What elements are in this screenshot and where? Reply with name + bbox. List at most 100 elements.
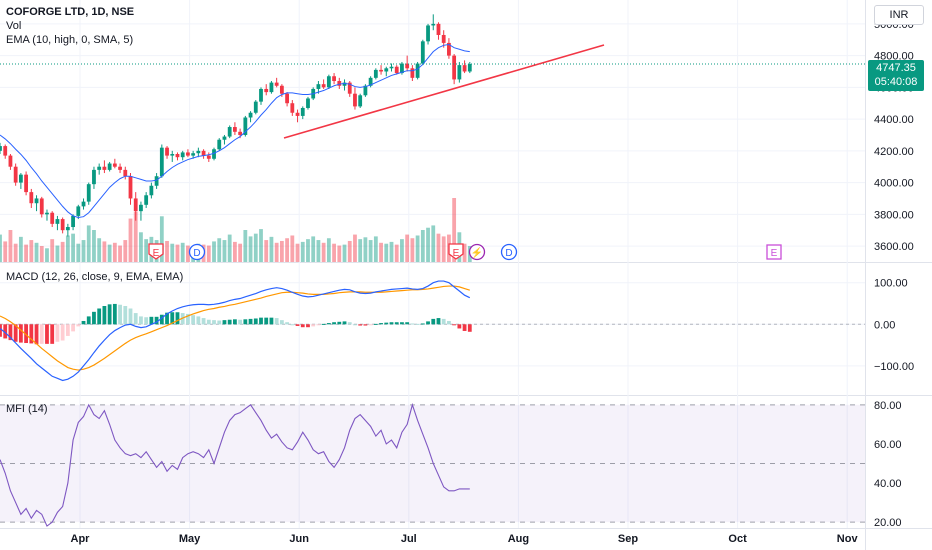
macd-histogram-bar — [259, 317, 263, 325]
volume-bar — [159, 216, 164, 262]
macd-histogram-bar — [389, 322, 394, 325]
candle-body — [426, 25, 430, 42]
macd-histogram-bar — [118, 304, 122, 325]
candle-body — [102, 166, 107, 170]
volume-bar — [97, 238, 102, 262]
candle-body — [279, 85, 284, 94]
macd-histogram-bar — [76, 324, 81, 327]
mfi-label[interactable]: MFI (14) — [6, 403, 48, 415]
volume-bar — [264, 240, 269, 262]
candle-body — [462, 65, 467, 72]
volume-bar — [45, 248, 49, 262]
macd-histogram-bar — [34, 324, 39, 345]
macd-histogram-bar — [368, 324, 373, 326]
candle-body — [201, 150, 206, 156]
currency-button[interactable]: INR — [874, 5, 924, 25]
volume-bar — [144, 239, 149, 262]
macd-histogram-bar — [139, 316, 143, 325]
ema-line — [0, 43, 865, 219]
volume-bar — [133, 211, 138, 262]
candle-body — [353, 93, 357, 107]
macd-histogram-bar — [441, 318, 446, 325]
volume-bar — [452, 198, 457, 262]
price-tick-label: 4800.00 — [874, 51, 914, 63]
volume-bar — [3, 241, 8, 262]
macd-histogram-bar — [431, 318, 436, 325]
volume-bars — [0, 198, 472, 262]
candle-body — [128, 176, 133, 199]
candle-body — [389, 66, 394, 69]
candle-body — [368, 77, 373, 86]
volume-bar — [217, 238, 222, 262]
macd-histogram-bar — [92, 311, 96, 325]
candle-body — [76, 206, 81, 216]
macd-histogram-bar — [363, 324, 368, 326]
vol-label[interactable]: Vol — [6, 20, 22, 32]
volume-bar — [13, 243, 18, 262]
symbol-title[interactable]: COFORGE LTD, 1D, NSE — [6, 6, 135, 18]
time-axis[interactable]: Apr May Jun Jul Aug Sep Oct Nov — [71, 533, 859, 545]
last-price-tag: 4747.35 05:40:08 — [868, 60, 924, 91]
volume-bar — [186, 245, 190, 262]
macd-histogram-bar — [358, 324, 363, 326]
macd-label[interactable]: MACD (12, 26, close, 9, EMA, EMA) — [6, 271, 184, 283]
volume-bar — [243, 230, 248, 262]
candle-body — [253, 101, 258, 113]
macd-histogram-bar — [457, 324, 462, 329]
macd-histogram-bar — [212, 320, 216, 325]
candle-body — [441, 34, 446, 43]
macd-histogram-bar — [149, 316, 154, 325]
macd-histogram-bar — [384, 322, 389, 325]
volume-bar — [0, 234, 2, 262]
candle-body — [332, 76, 336, 82]
macd-histogram-bar — [196, 316, 201, 325]
candle-body — [243, 117, 248, 135]
ema-label[interactable]: EMA (10, high, 0, SMA, 5) — [6, 34, 134, 46]
candle-body — [107, 163, 112, 170]
volume-bar — [379, 242, 383, 262]
volume-bar — [76, 243, 81, 262]
candle-body — [8, 155, 13, 167]
price-tick-label: 3600.00 — [874, 241, 914, 253]
macd-histogram-bar — [97, 308, 102, 325]
macd-histogram-bar — [337, 321, 342, 325]
candle-body — [50, 212, 55, 224]
candle-body — [212, 149, 216, 159]
volume-bar — [102, 241, 107, 262]
mfi-legend[interactable]: MFI (14) — [6, 402, 48, 416]
macd-legend[interactable]: MACD (12, 26, close, 9, EMA, EMA) — [6, 270, 183, 284]
candle-body — [65, 227, 70, 231]
mfi-line — [0, 402, 470, 527]
month-tick-label: Oct — [728, 533, 747, 545]
volume-bar — [431, 225, 436, 262]
macd-histogram-bar — [248, 318, 253, 325]
macd-histogram-bar — [81, 320, 86, 325]
volume-bar — [373, 236, 378, 262]
macd-histogram-bar — [316, 324, 321, 326]
volume-bar — [50, 239, 55, 262]
volume-bar — [316, 240, 321, 262]
candle-body — [71, 215, 75, 228]
candle-body — [436, 23, 441, 35]
candle-body — [259, 88, 263, 102]
volume-bar — [389, 241, 394, 262]
macd-histogram-bar — [279, 320, 284, 325]
candle-body — [405, 63, 410, 69]
candle-body — [118, 166, 122, 170]
price-axis[interactable]: 5000.004800.004600.004400.004200.004000.… — [874, 19, 914, 529]
volume-bar — [306, 239, 310, 262]
candle-body — [321, 84, 326, 88]
macd-histogram-bar — [332, 322, 336, 325]
volume-bar — [180, 242, 185, 262]
candle-body — [447, 42, 451, 56]
event-icons[interactable]: E D E ⚡ D E — [148, 243, 782, 261]
candle-body — [39, 198, 44, 215]
mfi-tick-label: 60.00 — [874, 439, 902, 451]
candle-body — [290, 103, 295, 113]
volume-bar — [410, 238, 415, 262]
volume-bar — [279, 240, 284, 262]
macd-histogram-bar — [285, 322, 289, 325]
trendline[interactable] — [283, 44, 605, 139]
volume-bar — [394, 244, 399, 262]
candle-body — [379, 69, 383, 72]
